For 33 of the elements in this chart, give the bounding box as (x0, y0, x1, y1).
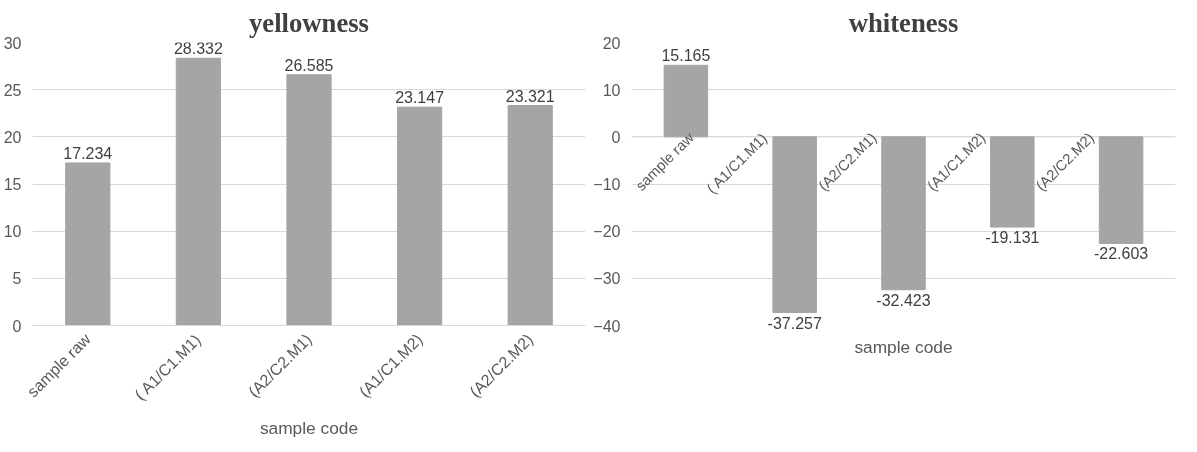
y-tick-label: 30 (3, 34, 22, 52)
data-label: 23.147 (395, 89, 445, 107)
y-tick-label: −20 (593, 223, 621, 241)
y-tick-label: 15 (3, 176, 22, 193)
data-label: -37.257 (767, 314, 822, 332)
data-label: 17.234 (63, 144, 113, 162)
bar (286, 74, 332, 326)
data-label: -19.131 (985, 229, 1040, 247)
y-tick-label: −10 (593, 176, 621, 193)
y-tick-label: 10 (602, 81, 621, 99)
data-label: 26.585 (284, 56, 334, 74)
y-tick-label: 0 (12, 317, 22, 335)
data-label: -22.603 (1093, 245, 1149, 263)
bar (396, 106, 443, 326)
y-tick-label: −40 (593, 317, 621, 335)
data-label: -32.423 (876, 291, 931, 309)
y-tick-label: 0 (611, 128, 621, 146)
y-tick-label: 10 (3, 223, 22, 241)
data-label: 28.332 (173, 40, 223, 58)
bar (65, 162, 111, 326)
x-axis-title: sample code (854, 336, 953, 357)
bar (175, 57, 222, 326)
y-tick-label: 25 (3, 81, 22, 99)
y-tick-label: −30 (593, 270, 621, 288)
y-tick-label: 20 (3, 128, 22, 146)
chart-title: yellowness (249, 7, 369, 38)
data-label: 23.321 (505, 87, 555, 105)
chart-title: whiteness (848, 7, 959, 38)
x-axis-title: sample code (259, 417, 359, 438)
bar (507, 105, 553, 326)
data-label: 15.165 (661, 47, 711, 65)
y-tick-label: 20 (602, 34, 621, 52)
y-tick-label: 5 (12, 270, 22, 288)
